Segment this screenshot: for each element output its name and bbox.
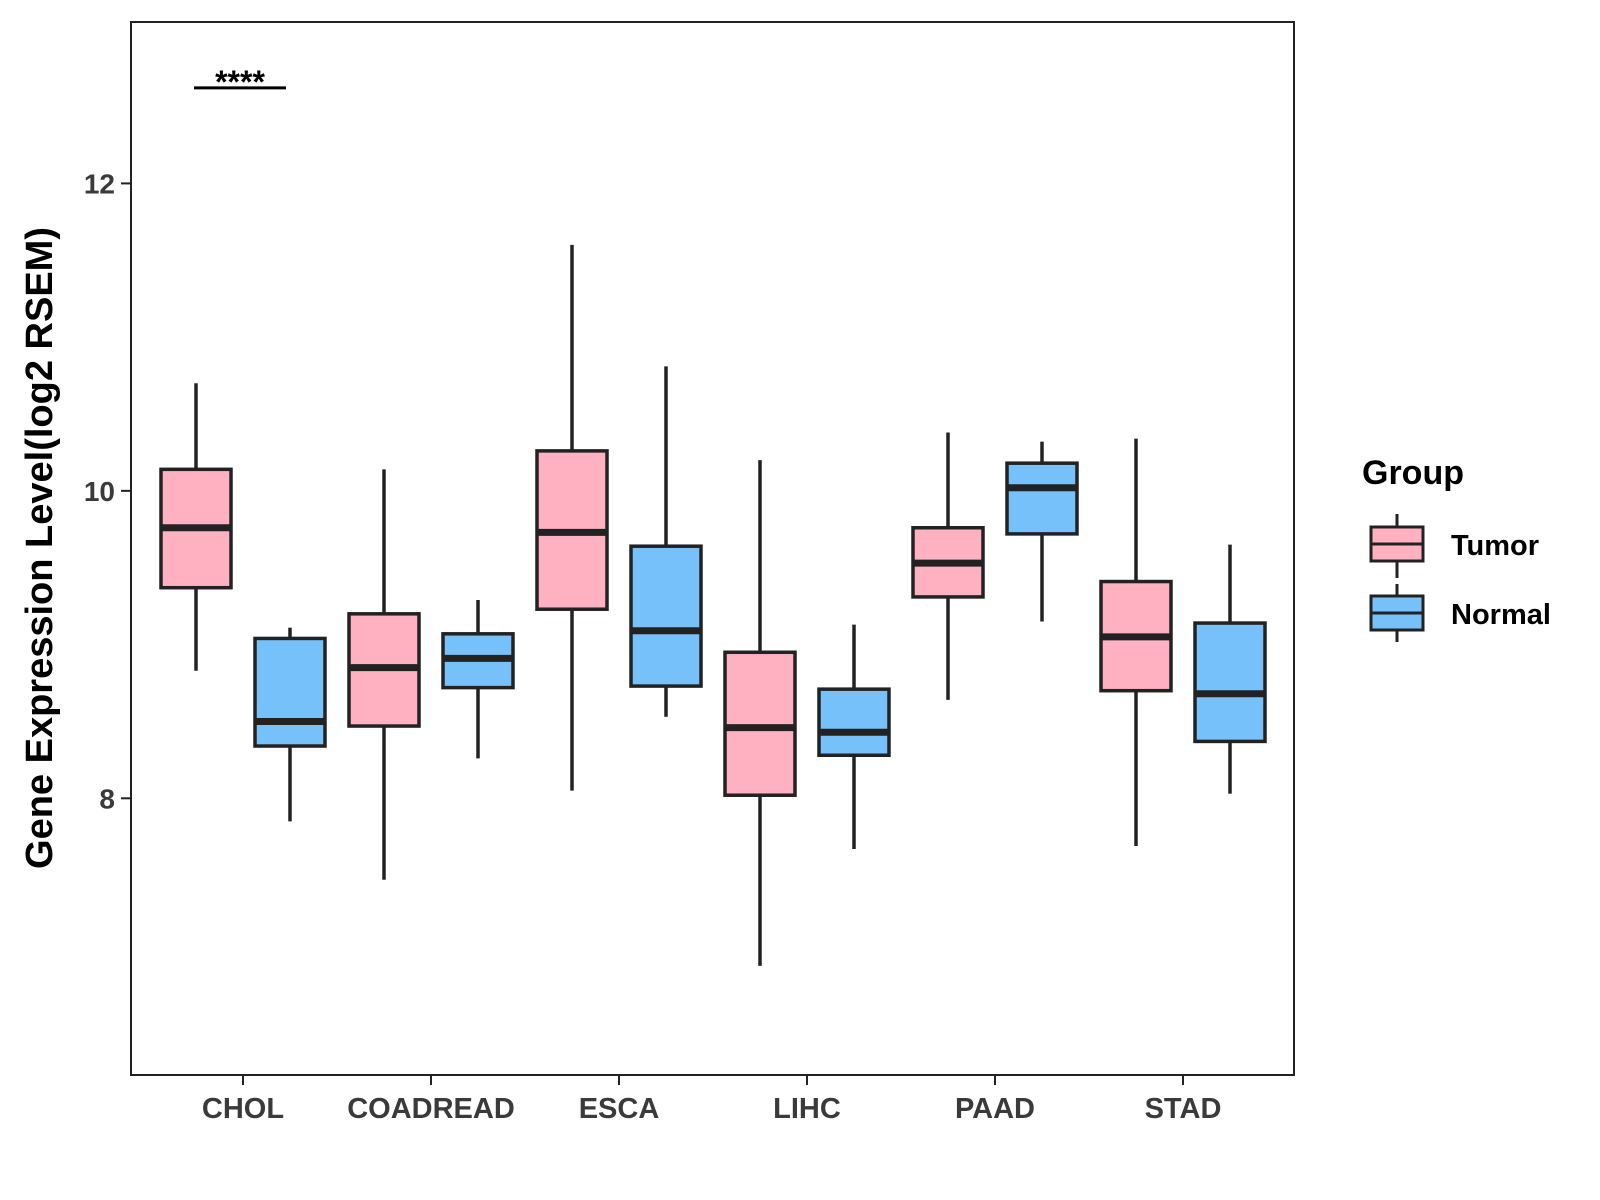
iqr-box-lihc-tumor [723,650,797,797]
legend-label-normal: Normal [1451,599,1551,631]
legend: Group Tumor Normal [1362,454,1551,642]
box-chol-normal [253,627,327,822]
iqr-box-stad-normal [1193,621,1267,744]
box-lihc-tumor [723,460,797,966]
iqr-box-esca-normal [629,544,703,688]
x-tick-label-coadread: COADREAD [347,1093,515,1125]
legend-title: Group [1362,454,1464,492]
x-axis: CHOL COADREAD ESCA LIHC PAAD STAD [202,1075,1221,1125]
panel-border [130,21,1295,1076]
box-lihc-normal [817,624,891,850]
box-esca-normal [629,366,703,717]
y-tick-label-12: 12 [84,168,115,199]
x-tick-label-paad: PAAD [955,1093,1035,1125]
legend-key-tumor [1369,514,1425,578]
box-esca-tumor [535,244,609,791]
y-axis-title: Gene Expression Level(log2 RSEM) [19,227,61,869]
x-tick-label-lihc: LIHC [773,1093,841,1125]
box-stad-normal [1193,544,1267,794]
legend-label-tumor: Tumor [1451,530,1539,562]
annotations-layer: **** [194,64,286,100]
significance-label-0: **** [215,64,265,100]
x-tick-label-chol: CHOL [202,1093,284,1125]
boxes-layer [159,244,1267,966]
x-tick-label-esca: ESCA [579,1093,660,1125]
legend-key-normal [1369,584,1425,642]
y-axis: 8 10 12 [84,168,131,814]
box-stad-tumor [1099,438,1173,846]
iqr-box-chol-normal [253,636,327,748]
box-chol-tumor [159,383,233,671]
box-paad-normal [1005,441,1079,622]
box-coadread-tumor [347,469,421,880]
y-tick-label-10: 10 [84,476,115,507]
iqr-box-lihc-normal [817,687,891,758]
iqr-box-paad-normal [1005,461,1079,536]
box-coadread-normal [441,599,515,759]
box-paad-tumor [911,432,985,700]
x-tick-label-stad: STAD [1145,1093,1222,1125]
y-tick-label-8: 8 [99,783,115,814]
